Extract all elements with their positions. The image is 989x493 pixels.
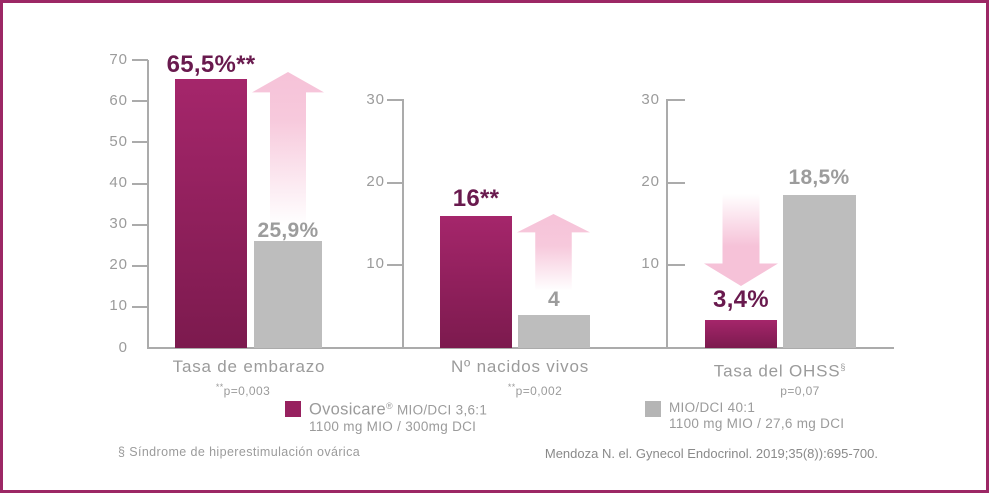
decrease-arrow-icon	[704, 192, 778, 286]
legend-item-miodci40: MIO/DCI 40:1 1100 mg MIO / 27,6 mg DCI	[669, 400, 844, 432]
p-text: p=0,07	[780, 384, 820, 398]
category-label: Tasa de embarazo	[172, 357, 326, 376]
legend-swatch-miodci40	[645, 401, 661, 417]
y-tick-mark	[668, 182, 685, 184]
section-mark: §	[840, 362, 847, 372]
value-label-miodci40: 18,5%	[788, 166, 850, 189]
y-tick-mark	[387, 264, 403, 266]
y-tick-mark	[132, 183, 148, 185]
category-text: Tasa del OHSS	[713, 361, 841, 381]
category-label: Nº nacidos vivos	[450, 357, 590, 376]
registered-mark: ®	[385, 401, 393, 411]
y-tick-label: 30	[641, 91, 660, 108]
category-label: Tasa del OHSS§	[640, 357, 920, 382]
bar-miodci40-tasa-ohss	[783, 195, 856, 348]
y-axis-line	[147, 60, 149, 348]
y-tick-label: 20	[641, 173, 660, 190]
legend-line-1: Ovosicare® MIO/DCI 3,6:1	[309, 398, 487, 419]
bar-miodci40-tasa-embarazo	[254, 241, 322, 348]
y-axis-line	[402, 99, 404, 348]
y-tick-mark	[132, 59, 148, 61]
reference-citation: Mendoza N. el. Gynecol Endocrinol. 2019;…	[544, 446, 878, 461]
y-tick-mark	[132, 100, 148, 102]
y-tick-mark	[132, 265, 148, 267]
p-text: p=0,003	[223, 384, 271, 398]
y-axis-line	[666, 99, 668, 348]
y-tick-mark	[387, 99, 403, 101]
bar-ovosicare-tasa-ohss	[705, 319, 777, 348]
p-value-label: **p=0,002	[435, 380, 635, 398]
y-tick-mark	[387, 182, 403, 184]
y-tick-label: 20	[366, 173, 385, 190]
ratio-text: MIO/DCI 3,6:1	[396, 402, 488, 418]
y-tick-label: 70	[109, 51, 128, 68]
bar-ovosicare-nacidos-vivos	[440, 215, 512, 348]
brand-name: Ovosicare	[309, 400, 386, 419]
value-label-ovosicare: 65,5%**	[166, 51, 256, 78]
value-label-ovosicare: 3,4%	[713, 286, 769, 313]
y-tick-mark	[132, 141, 148, 143]
value-label-miodci40: 25,9%	[257, 219, 319, 242]
y-tick-label: 20	[109, 256, 128, 273]
y-tick-mark	[132, 224, 148, 226]
y-tick-mark	[132, 306, 148, 308]
y-tick-label: 30	[366, 91, 385, 108]
p-value-label: p=0,07	[700, 380, 900, 398]
p-asterisks: **	[507, 382, 516, 392]
y-tick-label: 30	[109, 215, 128, 232]
bar-miodci40-nacidos-vivos	[518, 314, 590, 348]
y-tick-label: 50	[109, 133, 128, 150]
value-label-ovosicare: 16**	[452, 185, 500, 212]
legend-line-1: MIO/DCI 40:1	[669, 400, 756, 415]
p-text: p=0,002	[515, 384, 563, 398]
y-tick-label: 10	[109, 297, 128, 314]
y-tick-label: 40	[109, 174, 128, 191]
y-tick-label: 60	[109, 92, 128, 109]
legend-line-2: 1100 mg MIO / 27,6 mg DCI	[669, 416, 845, 431]
bar-ovosicare-tasa-embarazo	[175, 78, 247, 348]
increase-arrow-icon	[517, 214, 590, 294]
y-tick-mark	[668, 99, 685, 101]
p-value-label: **p=0,003	[143, 380, 343, 398]
legend-item-ovosicare: Ovosicare® MIO/DCI 3,6:1 1100 mg MIO / 3…	[309, 398, 487, 435]
footnote-ohss-definition: § Síndrome de hiperestimulación ovárica	[118, 445, 361, 459]
y-tick-label: 0	[118, 339, 128, 356]
increase-arrow-icon	[252, 72, 324, 242]
y-tick-label: 10	[366, 255, 385, 272]
value-label-miodci40: 4	[548, 288, 560, 311]
legend-swatch-ovosicare	[285, 401, 301, 417]
legend-line-2: 1100 mg MIO / 300mg DCI	[309, 418, 477, 434]
x-axis-baseline	[147, 347, 894, 349]
y-tick-label: 10	[641, 255, 660, 272]
y-tick-mark	[668, 264, 685, 266]
p-asterisks: **	[215, 382, 224, 392]
